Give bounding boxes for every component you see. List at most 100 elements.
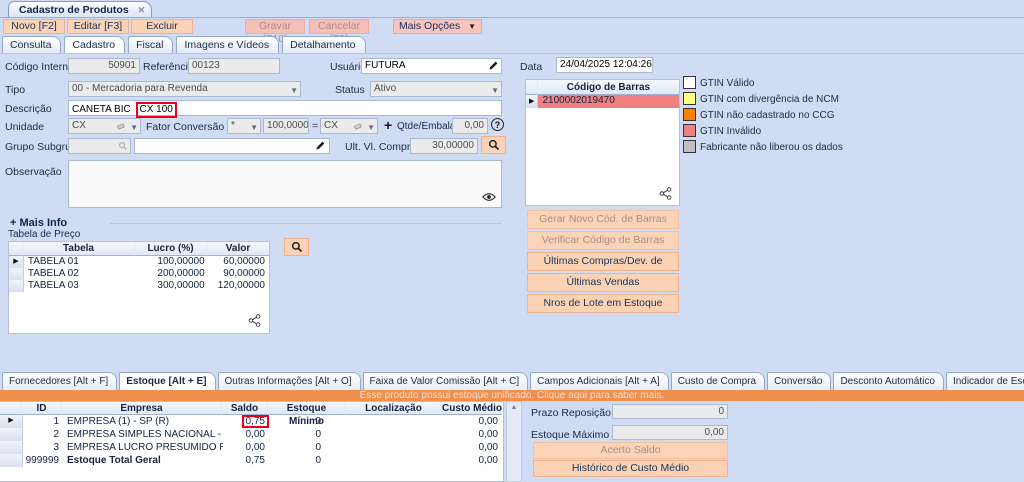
eye-icon[interactable] — [482, 192, 496, 204]
scroll-up-icon[interactable]: ▲ — [510, 404, 518, 411]
historico-custo-medio-button[interactable]: Histórico de Custo Médio — [533, 460, 728, 477]
table-row[interactable]: 999999 Estoque Total Geral 0,75 0 0,00 — [0, 454, 503, 467]
col-valor[interactable]: Valor — [207, 242, 269, 256]
acerto-saldo-button[interactable]: Acerto Saldo — [533, 442, 728, 459]
pencil-icon[interactable] — [488, 60, 499, 72]
main-tab-underline — [0, 53, 1024, 54]
editar-button[interactable]: Editar [F3] — [67, 19, 129, 34]
prazo-reposicao-field[interactable]: 0 — [612, 404, 728, 419]
chevron-down-icon: ▼ — [367, 123, 375, 132]
tabela-preco-search-button[interactable] — [284, 238, 309, 256]
help-icon[interactable]: ? — [491, 118, 504, 131]
referencia-field[interactable]: 00123 — [188, 58, 280, 74]
observacao-textarea[interactable] — [68, 160, 502, 208]
tab-estoque[interactable]: Estoque [Alt + E] — [119, 372, 216, 390]
legend-swatch-fabricante — [683, 140, 696, 153]
share-icon[interactable] — [659, 187, 672, 200]
tab-consulta[interactable]: Consulta — [2, 36, 62, 53]
table-row[interactable]: ▶ TABELA 01 100,00000 60,00000 — [9, 256, 269, 268]
estoque-maximo-field[interactable]: 0,00 — [612, 425, 728, 440]
tab-cadastro[interactable]: Cadastro — [64, 36, 126, 53]
tab-faixa-valor-comissao[interactable]: Faixa de Valor Comissão [Alt + C] — [362, 372, 529, 390]
search-icon — [118, 141, 128, 153]
tab-fornecedores[interactable]: Fornecedores [Alt + F] — [2, 372, 118, 390]
grupo-descricao-field[interactable] — [134, 138, 330, 154]
usuario-field[interactable]: FUTURA — [361, 58, 502, 74]
unidade-label: Unidade — [5, 121, 45, 133]
window-tab[interactable]: Cadastro de Produtos ✕ — [8, 1, 153, 18]
fator-operador-combo[interactable]: * ▼ — [227, 118, 261, 134]
saldo-annotation-box: 0,75 — [241, 415, 269, 428]
col-id[interactable]: ID — [22, 402, 62, 415]
qtde-embalagem-label: Qtde/Embalagem — [397, 121, 475, 132]
row-indicator-icon: ▶ — [0, 415, 23, 428]
col-saldo[interactable]: Saldo — [222, 402, 268, 415]
legend-swatch-gtin-invalido — [683, 124, 696, 137]
tab-desconto-automatico[interactable]: Desconto Automático — [833, 372, 944, 390]
pencil-icon[interactable] — [315, 140, 326, 152]
legend-swatch-gtin-divergencia — [683, 92, 696, 105]
tab-detalhamento[interactable]: Detalhamento — [282, 36, 366, 53]
prazo-reposicao-label: Prazo Reposição — [531, 407, 611, 419]
col-estoque-minimo[interactable]: Estoque Mínimo — [268, 402, 346, 427]
col-lucro[interactable]: Lucro (%) — [135, 242, 207, 256]
unidade-destino-value: CX — [324, 120, 338, 131]
grupo-codigo-field[interactable] — [68, 138, 131, 154]
codigo-barras-header[interactable]: Código de Barras — [537, 80, 679, 95]
tipo-select[interactable]: 00 - Mercadoria para Revenda ▼ — [68, 81, 301, 97]
table-row[interactable]: 3 EMPRESA LUCRO PRESUMIDO RJ 0,00 0 0,00 — [0, 441, 503, 454]
descricao-field[interactable]: CANETA BIC CX 100 — [68, 100, 502, 118]
col-tabela[interactable]: Tabela — [23, 242, 135, 256]
unidade-destino-combo[interactable]: CX ▼ — [320, 118, 378, 134]
gravar-button[interactable]: Gravar [F10] — [245, 19, 305, 45]
legend-swatch-gtin-nao-cadastrado — [683, 108, 696, 121]
gerar-novo-cod-barras-button[interactable]: Gerar Novo Cód. de Barras — [527, 210, 679, 229]
table-row[interactable]: ▶ 1 EMPRESA (1) - SP (R) 0,75 0 0,00 — [0, 415, 503, 428]
table-row[interactable]: 2 EMPRESA SIMPLES NACIONAL - RJ (R) 0,00… — [0, 428, 503, 441]
mais-opcoes-button[interactable]: Mais Opções ▼ — [393, 19, 482, 34]
table-row[interactable]: TABELA 02 200,00000 90,00000 — [9, 268, 269, 280]
qtde-embalagem-field[interactable]: 0,00 — [452, 118, 488, 134]
divider — [110, 223, 502, 224]
excluir-button[interactable]: Excluir — [131, 19, 193, 34]
ultimas-compras-button[interactable]: Últimas Compras/Dev. de venda — [527, 252, 679, 284]
novo-button[interactable]: Novo [F2] — [3, 19, 65, 34]
codigo-interno-label: Código Interno — [5, 61, 74, 73]
tab-fiscal[interactable]: Fiscal — [128, 36, 174, 53]
cancelar-button[interactable]: Cancelar [F9] — [309, 19, 369, 45]
col-empresa[interactable]: Empresa — [62, 402, 222, 415]
plus-icon[interactable]: + — [384, 117, 393, 133]
scrollbar[interactable]: ▲ — [506, 401, 522, 482]
close-icon[interactable]: ✕ — [137, 5, 146, 15]
fator-conversao-label: Fator Conversão — [146, 121, 225, 133]
share-icon[interactable] — [248, 314, 261, 327]
nros-lote-estoque-button[interactable]: Nros de Lote em Estoque — [527, 294, 679, 313]
mais-info-toggle[interactable]: + Mais Info — [10, 217, 74, 229]
tab-indicador-de-escala[interactable]: Indicador de Escala — [945, 372, 1024, 390]
tab-outras-informacoes[interactable]: Outras Informações [Alt + O] — [217, 372, 361, 390]
estoque-unificado-banner[interactable]: Esse produto possui estoque unificado. C… — [0, 390, 1024, 401]
status-select[interactable]: Ativo ▼ — [370, 81, 502, 97]
verificar-codigo-barras-button[interactable]: Verificar Código de Barras — [527, 231, 679, 250]
legend-label: Fabricante não liberou os dados — [700, 142, 843, 153]
tab-custo-de-compra[interactable]: Custo de Compra — [670, 372, 766, 390]
tab-campos-adicionais[interactable]: Campos Adicionais [Alt + A] — [530, 372, 669, 390]
tab-imagens-videos[interactable]: Imagens e Vídeos — [176, 36, 280, 53]
ult-vl-compra-search-button[interactable] — [481, 136, 506, 154]
codigo-barras-row[interactable]: ▶ 2100002019470 — [526, 95, 679, 108]
fator-operador-value: * — [231, 120, 235, 131]
status-value: Ativo — [374, 83, 397, 94]
ultimas-vendas-button[interactable]: Últimas Vendas — [527, 273, 679, 292]
col-custo-medio[interactable]: Custo Médio — [442, 402, 502, 415]
table-row[interactable]: TABELA 03 300,00000 120,00000 — [9, 280, 269, 292]
eraser-icon[interactable] — [353, 121, 363, 133]
eraser-icon[interactable] — [116, 121, 126, 133]
ult-vl-compra-field[interactable]: 30,00000 — [410, 138, 478, 154]
fator-valor-field[interactable]: 100,00000 — [263, 118, 309, 134]
col-localizacao[interactable]: Localização — [346, 402, 442, 415]
codigo-interno-field[interactable]: 50901 — [68, 58, 140, 74]
unidade-combo[interactable]: CX ▼ — [68, 118, 141, 134]
bottom-tab-bar: Fornecedores [Alt + F] Estoque [Alt + E] O… — [2, 372, 1024, 390]
tab-conversao[interactable]: Conversão — [767, 372, 832, 390]
chevron-down-icon: ▼ — [491, 86, 499, 95]
